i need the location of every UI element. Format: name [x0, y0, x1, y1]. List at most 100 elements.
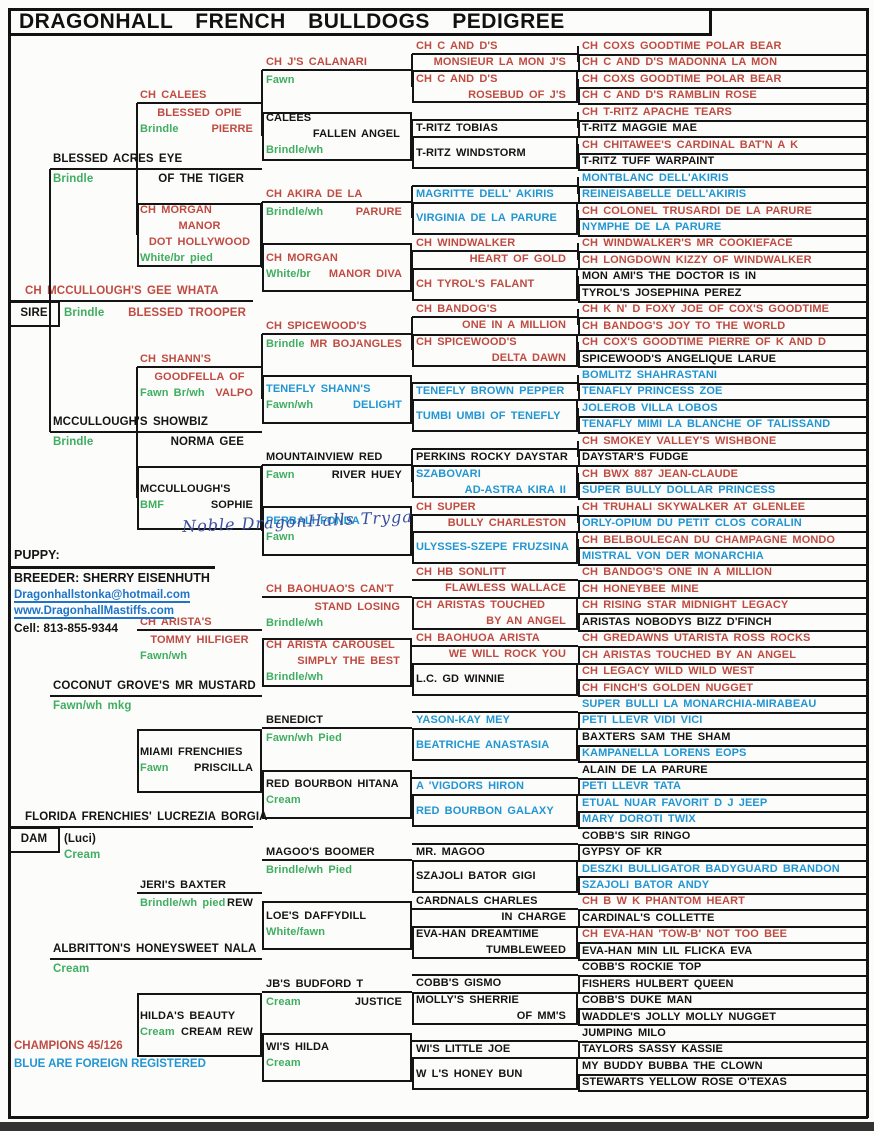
name-segment: JB'S BUDFORD T [266, 977, 364, 990]
dam-box [412, 596, 578, 630]
name-segment: GYPSY OF KR [582, 846, 663, 859]
pedigree-node-name: CARDNALS CHARLES [416, 895, 574, 908]
frame-bottom [8, 1116, 868, 1119]
name-segment: SPICEWOOD'S ANGELIQUE LARUE [582, 352, 777, 365]
name-segment: HILDA'S BEAUTY [140, 1009, 236, 1022]
name-segment: CH BELBOULECAN DU CHAMPAGNE MONDO [582, 533, 836, 546]
pedigree-node-name: AD-ASTRA KIRA II [416, 484, 574, 497]
name-segment: BAXTERS SAM THE SHAM [582, 730, 731, 743]
pedigree-node-name: A 'VIGDORS HIRON [416, 780, 574, 793]
connector-line [262, 464, 412, 467]
name-segment: Cream [266, 995, 301, 1008]
name-segment: MIAMI FRENCHIES [140, 746, 243, 759]
name-segment: T-RITZ TUFF WARPAINT [582, 155, 715, 168]
dam-box [578, 975, 868, 994]
connector-line [262, 859, 412, 861]
name-segment: BENEDICT [266, 714, 324, 727]
puppy-label: PUPPY: [14, 548, 60, 562]
breeder-website-link[interactable]: www.DragonhallMastiffs.com [14, 605, 174, 619]
pedigree-node-name: T-RITZ MAGGIE MAE [582, 122, 864, 135]
pedigree-node-name: CH TRUHALI SKYWALKER AT GLENLEE [582, 501, 864, 514]
pedigree-node-name: CH COX'S GOODTIME PIERRE OF K AND D [582, 336, 864, 349]
name-segment: CH BAOHUAO'S CAN'T [266, 582, 394, 595]
connector-line [262, 727, 412, 730]
pedigree-node-name: DOT HOLLYWOOD [140, 236, 259, 249]
name-segment: TAYLORS SASSY KASSIE [582, 1043, 723, 1056]
name-segment: Fawn/wh mkg [53, 699, 132, 712]
pedigree-node-name: STAND LOSING [266, 601, 408, 614]
pedigree-node-name: COCONUT GROVE'S MR MUSTARD [53, 680, 256, 693]
pedigree-node-name: BMF SOPHIE [140, 499, 259, 512]
pedigree-node-name: BY AN ANGEL [416, 615, 574, 628]
name-segment: Brindle/wh Pied [266, 864, 353, 876]
pedigree-node-name: CH HONEYBEE MINE [582, 583, 864, 596]
pedigree-node-name: CH K N' D FOXY JOE OF COX'S GOODTIME [582, 303, 864, 316]
name-segment: MAGRITTE DELL' AKIRIS [416, 187, 554, 200]
name-segment: MCCULLOUGH'S SHOWBIZ [53, 416, 208, 429]
breeder-email-link[interactable]: Dragonhallstonka@hotmail.com [14, 589, 191, 603]
connector-line [412, 184, 578, 187]
name-segment: Fawn/wh [266, 399, 314, 412]
name-segment: Brindle/wh [266, 144, 324, 157]
dam-box [412, 859, 578, 893]
name-segment: JOLEROB VILLA LOBOS [582, 401, 718, 414]
bracket-line [577, 407, 579, 425]
dam-box [578, 119, 868, 139]
name-segment: CH FINCH'S GOLDEN NUGGET [582, 681, 754, 694]
connector-line [412, 381, 578, 384]
pedigree-node-name: JOLEROB VILLA LOBOS [582, 402, 864, 415]
pedigree-node-name: PERBALI FONDA [266, 515, 408, 528]
name-segment: MR BOJANGLES [310, 337, 402, 350]
pedigree-node-name: SPICEWOOD'S ANGELIQUE LARUE [582, 353, 864, 366]
name-segment: PERKINS ROCKY DAYSTAR [416, 450, 568, 463]
pedigree-node-name: CH COXS GOODTIME POLAR BEAR [582, 40, 864, 53]
pedigree-node-name: W L'S HONEY BUN [416, 1068, 574, 1081]
pedigree-node-name: CH BAOHUAO'S CAN'T [266, 583, 408, 596]
name-segment: TOMMY HILFIGER [150, 633, 249, 646]
name-segment: MOUNTAINVIEW RED [266, 451, 383, 464]
pedigree-node-name: Cream [64, 849, 252, 862]
name-segment: CH WINDWALKER [416, 237, 516, 250]
bracket-line [577, 539, 579, 556]
pedigree-node-name: Fawn [266, 531, 408, 544]
name-segment: ROSEBUD OF J'S [468, 88, 566, 101]
pedigree-node-name: KAMPANELLA LORENS EOPS [582, 747, 864, 760]
pedigree-node-name: COBB'S SIR RINGO [582, 830, 864, 843]
name-segment: JUMPING MILO [582, 1027, 666, 1039]
bracket-line [261, 465, 263, 531]
name-segment: FLAWLESS WALLACE [445, 582, 566, 595]
name-segment: TENEFLY SHANN'S [266, 383, 371, 396]
dam-box [578, 218, 868, 237]
pedigree-node-name: CH BELBOULECAN DU CHAMPAGNE MONDO [582, 534, 864, 547]
dam-box [412, 925, 578, 959]
pedigree-node-name: Fawn/wh mkg [53, 700, 250, 713]
name-segment: BULLY CHARLESTON [447, 516, 566, 529]
pedigree-node-name: CH CHITAWEE'S CARDINAL BAT'N A K [582, 139, 864, 152]
dam-box [578, 317, 868, 336]
pedigree-node-name: EVA-HAN DREAMTIME [416, 928, 574, 941]
name-segment: CH CALEES [140, 89, 207, 102]
pedigree-node-name: CH ARISTAS TOUCHED BY AN ANGEL [582, 649, 864, 662]
dam-box [578, 185, 868, 204]
name-segment: BOMLITZ SHAHRASTANI [582, 369, 718, 381]
pedigree-node-name: BLESSED OPIE [140, 107, 259, 120]
name-segment: ALAIN DE LA PARURE [582, 763, 708, 776]
name-segment: CH EVA-HAN 'TOW-B' NOT TOO BEE [582, 928, 788, 941]
name-segment: MARY DOROTI TWIX [582, 813, 696, 826]
name-segment: White/br pied [140, 251, 213, 264]
name-segment: CH GREDAWNS UTARISTA ROSS ROCKS [582, 632, 811, 645]
pedigree-node-name: CH BANDOG'S [416, 303, 574, 316]
pedigree-node-name: CH SHANN'S [140, 353, 259, 366]
pedigree-node-name: MY BUDDY BUBBA THE CLOWN [582, 1060, 864, 1073]
connector-line [50, 694, 262, 697]
name-segment: STEWARTS YELLOW ROSE O'TEXAS [582, 1076, 787, 1089]
pedigree-node-name: Cream JUSTICE [266, 996, 408, 1009]
pedigree-node-name: HEART OF GOLD [416, 253, 574, 266]
dam-box [578, 53, 868, 73]
pedigree-node-name: White/fawn [266, 926, 408, 939]
pedigree-node-name: CH J'S CALANARI [266, 56, 408, 69]
dam-box [412, 1057, 578, 1091]
dam-box [412, 991, 578, 1025]
pedigree-node-name: FLAWLESS WALLACE [416, 582, 574, 595]
bracket-line [136, 103, 138, 235]
